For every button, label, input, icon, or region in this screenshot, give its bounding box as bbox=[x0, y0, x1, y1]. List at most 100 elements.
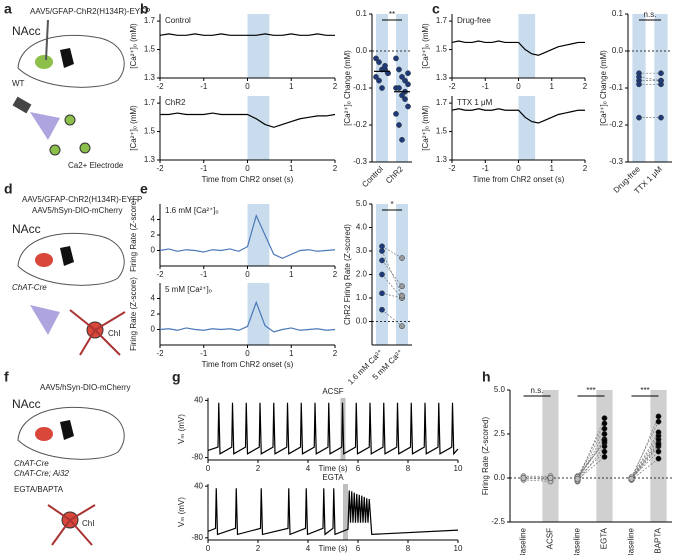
x-tick-label: EGTA bbox=[600, 527, 609, 549]
x-tick-label: 1 bbox=[289, 82, 294, 91]
x-tick-label: 6 bbox=[356, 464, 361, 473]
pair-line bbox=[577, 439, 605, 479]
y-tick-label: 1.3 bbox=[436, 73, 448, 82]
sig-label: *** bbox=[586, 386, 595, 395]
dot bbox=[399, 92, 405, 99]
trace bbox=[159, 33, 335, 36]
dot bbox=[601, 431, 608, 437]
y-tick-label: 0.0 bbox=[612, 46, 624, 55]
x-tick-label: BAPTA bbox=[654, 527, 663, 553]
x-tick-label: -1 bbox=[200, 164, 208, 173]
x-tick-label: 6 bbox=[356, 544, 361, 553]
y-tick-label: 0.0 bbox=[494, 473, 506, 482]
y-tick-label: 2 bbox=[151, 309, 156, 318]
y-tick-label: 1.7 bbox=[436, 16, 448, 25]
dot bbox=[636, 114, 642, 121]
x-tick-label: 0 bbox=[206, 544, 211, 553]
pair-line bbox=[381, 309, 403, 327]
y-tick-label: 1.5 bbox=[144, 127, 156, 136]
dot bbox=[396, 85, 402, 91]
nacc bbox=[35, 253, 53, 267]
pair-line bbox=[523, 479, 551, 482]
dot bbox=[373, 55, 379, 62]
dot bbox=[655, 455, 662, 462]
y-axis-label: Vₘ (mV) bbox=[177, 414, 186, 444]
ventricle bbox=[60, 246, 74, 266]
y-tick-label: 4.0 bbox=[356, 223, 368, 232]
y-tick-label: 1.3 bbox=[436, 155, 448, 164]
light bbox=[12, 96, 32, 114]
dot bbox=[520, 475, 527, 481]
x-tick-label: 1 bbox=[289, 349, 294, 358]
panel-label: a bbox=[4, 1, 12, 17]
y-axis-label: Firing Rate (Z-score) bbox=[129, 198, 138, 272]
dot bbox=[379, 248, 385, 254]
panel-label: f bbox=[4, 369, 9, 385]
y-tick-label: 0.1 bbox=[612, 9, 624, 18]
y-tick-label: -2.5 bbox=[491, 517, 505, 526]
stimulus-shade bbox=[247, 204, 270, 266]
y-tick-label: 3.0 bbox=[356, 246, 368, 255]
y-tick-label: 1.5 bbox=[144, 45, 156, 54]
x-tick-label: 0 bbox=[516, 82, 521, 91]
x-tick-label: 0 bbox=[245, 349, 250, 358]
dot bbox=[655, 441, 662, 448]
construct: AAV5/hSyn-DIO-mCherry bbox=[32, 206, 123, 215]
region: NAcc bbox=[12, 24, 41, 38]
y-axis-label: ChR2 Firing Rate (Z-scored) bbox=[343, 224, 352, 325]
dot bbox=[574, 476, 581, 482]
x-tick-label: -1 bbox=[482, 82, 490, 91]
x-tick-label: -2 bbox=[448, 82, 456, 91]
y-tick-label: 40 bbox=[194, 481, 203, 490]
trace bbox=[159, 300, 336, 333]
x-tick-label: 2 bbox=[333, 164, 338, 173]
dendrites bbox=[69, 309, 126, 356]
y-tick-label: 1.3 bbox=[144, 155, 156, 164]
trace bbox=[207, 488, 459, 536]
pair-line bbox=[631, 458, 659, 481]
pair-line bbox=[381, 245, 403, 259]
x-tick-label: -2 bbox=[156, 349, 164, 358]
region: NAcc bbox=[12, 397, 41, 411]
chart-title: 5 mM [Ca²⁺]ₒ bbox=[165, 285, 212, 294]
dot bbox=[399, 283, 405, 290]
y-tick-label: 0.0 bbox=[356, 317, 368, 326]
category-band bbox=[632, 14, 646, 162]
chart-title: 1.6 mM [Ca²⁺]ₒ bbox=[165, 206, 218, 215]
stimulus-shade bbox=[518, 14, 536, 78]
dot bbox=[658, 70, 664, 77]
ventricle bbox=[60, 420, 74, 440]
pair-line bbox=[577, 456, 605, 481]
dot bbox=[601, 448, 608, 455]
dot bbox=[601, 425, 608, 432]
x-tick-label: -1 bbox=[200, 82, 208, 91]
dot bbox=[376, 59, 382, 65]
x-tick-label: ACSF bbox=[546, 528, 555, 549]
nacc bbox=[35, 55, 53, 69]
panel-label: e bbox=[140, 181, 148, 197]
y-axis-label: [Ca²⁺]ₒ (mM) bbox=[129, 23, 138, 69]
y-tick-label: 4 bbox=[151, 215, 156, 224]
y-axis-label: Firing Rate (Z-score) bbox=[129, 277, 138, 351]
x-tick-label: ChR2 bbox=[384, 164, 405, 185]
y-tick-label: 5.0 bbox=[356, 199, 368, 208]
electrode-label: Ca2+ Electrode bbox=[68, 161, 124, 170]
panel-label: b bbox=[140, 1, 149, 17]
region: NAcc bbox=[12, 222, 41, 236]
sig-label: n.s. bbox=[531, 386, 544, 395]
y-tick-label: 1.3 bbox=[144, 73, 156, 82]
dot bbox=[379, 306, 385, 313]
pair-line bbox=[381, 250, 403, 296]
ventricle bbox=[60, 48, 74, 68]
y-tick-label: 1.5 bbox=[436, 127, 448, 136]
dot bbox=[636, 74, 642, 80]
x-tick-label: 2 bbox=[333, 270, 338, 279]
panel-label: g bbox=[172, 369, 181, 385]
y-tick-label: -0.2 bbox=[609, 120, 623, 129]
astrocyte bbox=[79, 142, 91, 154]
pair-line bbox=[381, 260, 403, 287]
x-tick-label: 1 bbox=[289, 164, 294, 173]
x-tick-label: -2 bbox=[156, 82, 164, 91]
y-tick-label: 4 bbox=[151, 294, 156, 303]
